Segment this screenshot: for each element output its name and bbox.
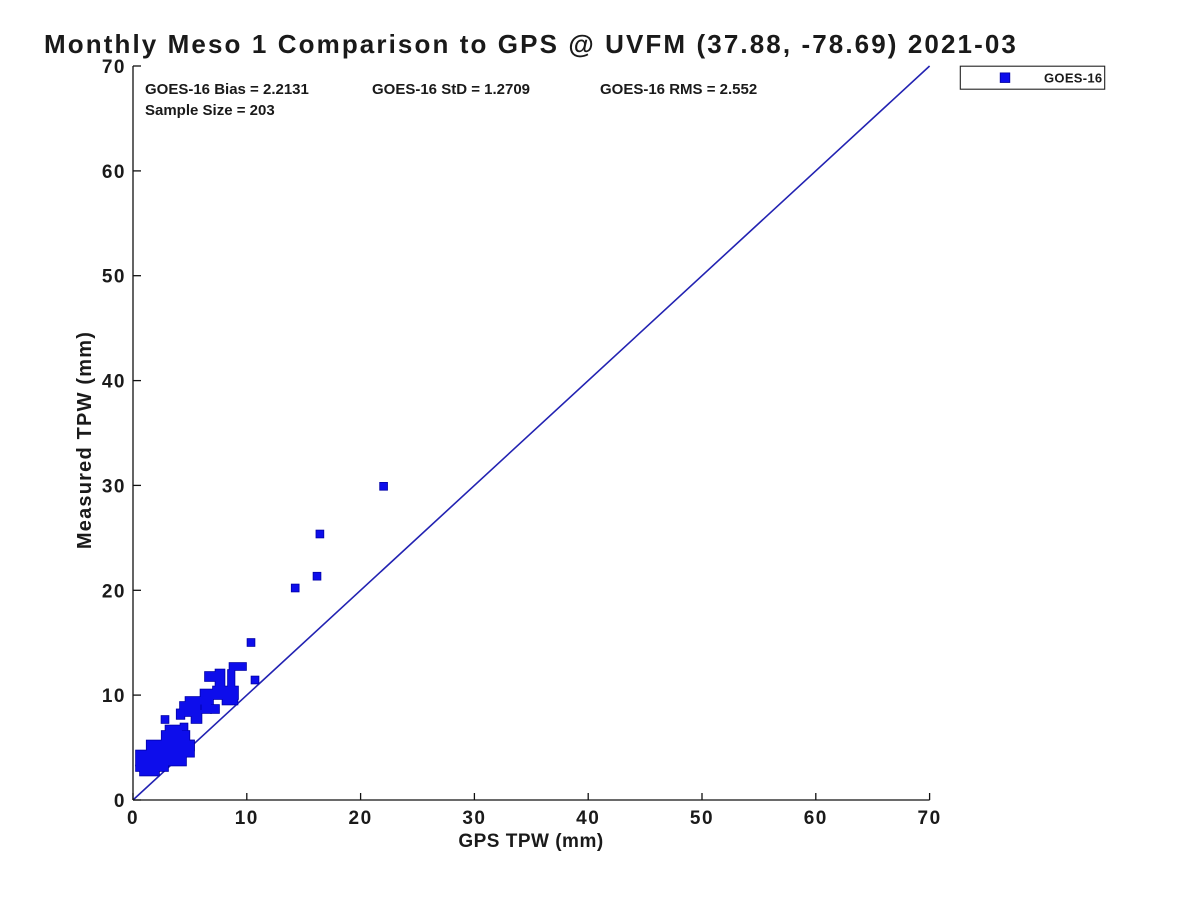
svg-text:Measured TPW (mm): Measured TPW (mm) [74,331,96,549]
svg-text:40: 40 [576,808,600,829]
svg-text:70: 70 [102,57,126,78]
svg-text:0: 0 [114,791,126,812]
svg-text:Sample Size = 203: Sample Size = 203 [145,102,275,119]
svg-text:GOES-16 StD = 1.2709: GOES-16 StD = 1.2709 [372,81,530,98]
svg-text:30: 30 [462,808,486,829]
svg-text:GOES-16: GOES-16 [1044,71,1102,86]
svg-text:30: 30 [102,476,126,497]
svg-text:60: 60 [102,162,126,183]
svg-text:10: 10 [235,808,259,829]
svg-text:60: 60 [804,808,828,829]
svg-text:GOES-16 RMS = 2.552: GOES-16 RMS = 2.552 [600,81,757,98]
svg-text:20: 20 [349,808,373,829]
svg-text:50: 50 [102,267,126,288]
svg-text:50: 50 [690,808,714,829]
svg-text:40: 40 [102,372,126,393]
svg-text:10: 10 [102,686,126,707]
svg-text:70: 70 [918,808,942,829]
svg-text:20: 20 [102,581,126,602]
svg-text:Monthly Meso 1 Comparison to G: Monthly Meso 1 Comparison to GPS @ UVFM … [44,29,1018,59]
svg-text:GOES-16 Bias = 2.2131: GOES-16 Bias = 2.2131 [145,81,309,98]
svg-text:0: 0 [127,808,139,829]
svg-text:GPS TPW (mm): GPS TPW (mm) [458,831,603,852]
